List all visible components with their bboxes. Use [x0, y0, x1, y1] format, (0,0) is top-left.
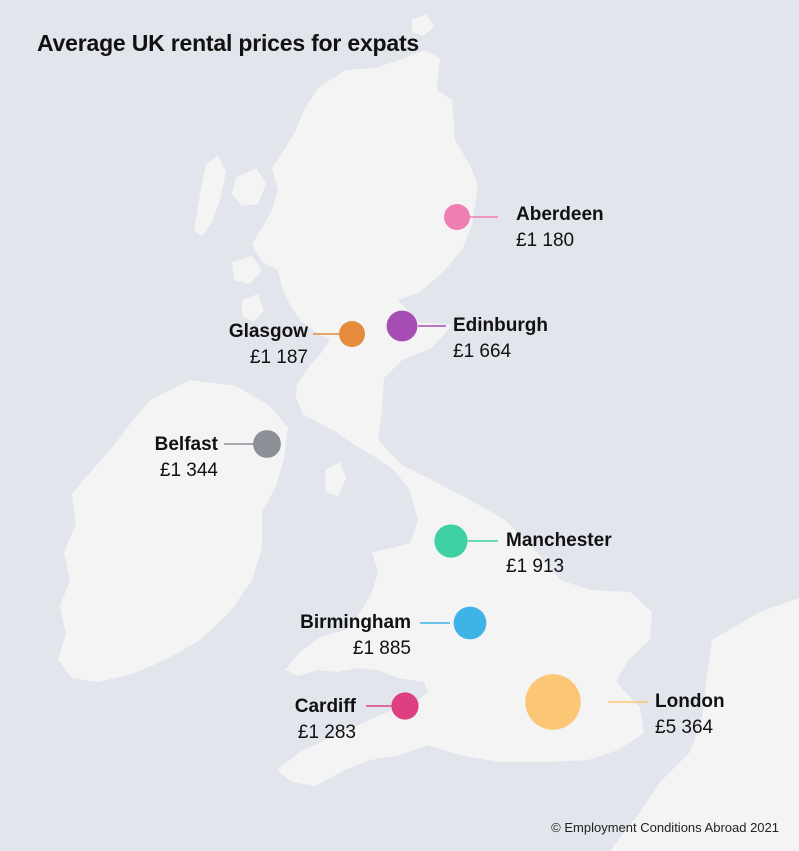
- mull-land: [232, 256, 262, 284]
- birmingham-price: £1 885: [352, 638, 411, 659]
- price-markers: [224, 204, 648, 730]
- manchester-name: Manchester: [506, 530, 612, 551]
- edinburgh-marker: [386, 310, 418, 342]
- glasgow-name: Glasgow: [228, 321, 308, 342]
- birmingham-marker: [453, 606, 487, 640]
- aberdeen-price: £1 180: [516, 230, 575, 251]
- edinburgh-name: Edinburgh: [453, 315, 548, 336]
- edinburgh-label: Edinburgh £1 664: [453, 316, 548, 361]
- glasgow-price: £1 187: [249, 347, 308, 368]
- glasgow-marker: [339, 321, 365, 347]
- isle-of-man-land: [325, 462, 346, 496]
- manchester-price: £1 913: [506, 556, 565, 577]
- london-price: £5 364: [655, 717, 714, 738]
- belfast-marker: [253, 430, 281, 458]
- london-marker: [525, 674, 581, 730]
- cardiff-label: Cardiff £1 283: [295, 697, 356, 742]
- london-label: London £5 364: [655, 692, 725, 737]
- map-title: Average UK rental prices for expats: [37, 30, 420, 56]
- great-britain-land: [252, 50, 652, 786]
- islay-land: [242, 294, 264, 322]
- edinburgh-price: £1 664: [453, 341, 512, 362]
- cardiff-price: £1 283: [297, 722, 356, 743]
- aberdeen-label: Aberdeen £1 180: [516, 205, 604, 250]
- ireland-land: [58, 380, 288, 682]
- belfast-label: Belfast £1 344: [155, 435, 218, 480]
- glasgow-label: Glasgow £1 187: [229, 322, 308, 367]
- belfast-name: Belfast: [154, 434, 218, 455]
- london-name: London: [655, 691, 725, 712]
- manchester-marker: [434, 524, 468, 558]
- continent-land: [610, 598, 799, 851]
- copyright-credit: © Employment Conditions Abroad 2021: [551, 820, 779, 835]
- manchester-label: Manchester £1 913: [506, 531, 612, 576]
- birmingham-name: Birmingham: [300, 612, 411, 633]
- landmass: [58, 14, 799, 851]
- skye-land: [232, 168, 266, 206]
- birmingham-label: Birmingham £1 885: [300, 613, 411, 658]
- orkney-land: [412, 14, 434, 36]
- outer-hebrides-land: [194, 156, 226, 236]
- aberdeen-name: Aberdeen: [516, 204, 604, 225]
- cardiff-name: Cardiff: [294, 696, 356, 717]
- aberdeen-marker: [444, 204, 470, 230]
- belfast-price: £1 344: [159, 460, 218, 481]
- cardiff-marker: [391, 692, 419, 720]
